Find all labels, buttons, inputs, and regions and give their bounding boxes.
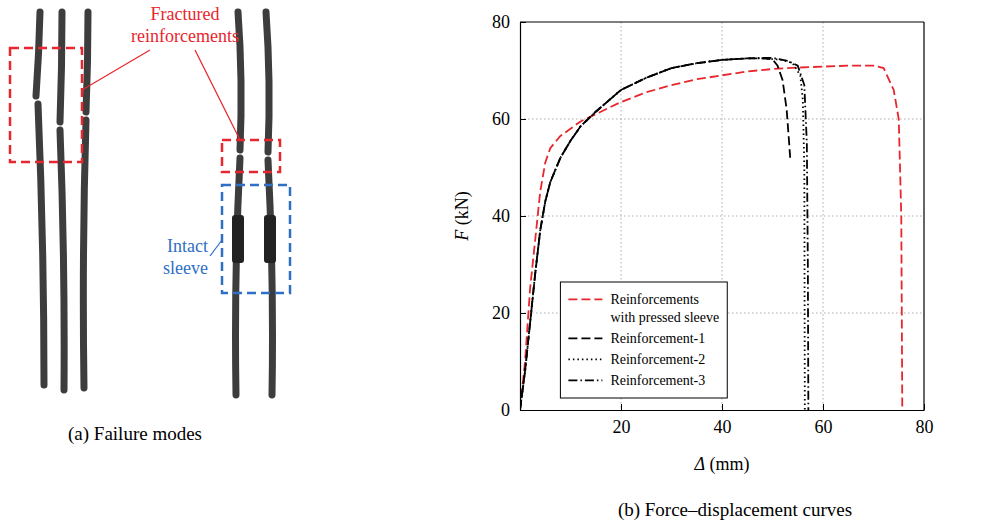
- caption: (b) Force–displacement curves: [618, 499, 852, 521]
- legend-swatch: [568, 337, 602, 339]
- tick-label: 40: [492, 206, 510, 226]
- tick-label: 40: [714, 417, 732, 437]
- annotation: Fracturedreinforcements: [131, 4, 239, 46]
- rebar: [60, 12, 62, 122]
- rebar: [236, 158, 241, 395]
- caption: (a) Failure modes: [68, 423, 202, 445]
- tick-mark: [520, 119, 526, 120]
- highlight-box: [222, 185, 290, 293]
- tick-mark: [520, 313, 526, 314]
- tick-mark: [823, 404, 824, 410]
- lines: [520, 58, 902, 410]
- rebar: [36, 12, 40, 96]
- leader-line: [210, 240, 222, 256]
- highlight-box: [222, 140, 280, 172]
- highlight-box: [10, 48, 82, 162]
- grid-line: [823, 22, 824, 410]
- leader-line: [82, 50, 150, 90]
- sleeve: [232, 215, 244, 263]
- tick-label: 80: [492, 12, 510, 32]
- tick-mark: [621, 404, 622, 410]
- rebar: [38, 104, 44, 385]
- series-line: [520, 58, 805, 410]
- sleeve: [264, 215, 276, 263]
- rebar: [268, 160, 273, 395]
- series-line: [520, 58, 790, 410]
- legend-label: Reinforcementswith pressed sleeve: [610, 292, 719, 325]
- legend-label: Reinforcement-2: [610, 352, 705, 367]
- series-line: [520, 58, 808, 410]
- axis-title: F (kN): [452, 191, 473, 242]
- frame: [923, 22, 924, 410]
- rebar: [86, 12, 88, 112]
- panel-a: Fracturedreinforcements Intactsleeve (a) F…: [10, 4, 290, 445]
- annotation: Intactsleeve: [163, 236, 208, 278]
- grid: [520, 22, 924, 410]
- grid-line: [520, 119, 924, 120]
- tick: 60: [815, 404, 833, 437]
- tick-label: 60: [492, 109, 510, 129]
- x-axis: 20 40 60 80: [521, 404, 934, 437]
- tick-label: 20: [613, 417, 631, 437]
- series-line: [520, 66, 902, 410]
- legend-box: [560, 282, 727, 398]
- tick: 40: [714, 404, 732, 437]
- axis-line: [521, 410, 925, 411]
- tick: 20: [613, 404, 631, 437]
- rebar: [60, 130, 64, 390]
- tick: 20: [492, 303, 526, 323]
- tick-mark: [520, 410, 526, 411]
- tick: 0: [501, 400, 526, 420]
- axis-title: Δ (mm): [693, 454, 749, 475]
- tick-label: 80: [916, 417, 934, 437]
- tick: 40: [492, 206, 526, 226]
- frame: [520, 21, 924, 22]
- rebar: [83, 120, 86, 388]
- y-axis: 0 20 40 60 80: [492, 12, 526, 420]
- grid-line: [520, 216, 924, 217]
- tick: 60: [492, 109, 526, 129]
- legend-swatch: [568, 298, 602, 300]
- legend-swatch: [568, 358, 602, 360]
- legend-label: Reinforcement-3: [610, 373, 705, 388]
- tick-label: 60: [815, 417, 833, 437]
- figure: Fracturedreinforcements Intactsleeve (a) F…: [0, 0, 990, 530]
- legend: Reinforcementswith pressed sleeve Reinfor…: [560, 282, 727, 398]
- tick-label: 20: [492, 303, 510, 323]
- tick-mark: [520, 216, 526, 217]
- legend-swatch: [568, 379, 602, 381]
- tick-mark: [722, 404, 723, 410]
- rebar: [266, 12, 269, 152]
- panel-b: 20 40 60 80 0 20 40 60 80 Δ (mm) F (kN) (b) Force–d…: [452, 12, 934, 521]
- tick-label: 0: [501, 400, 510, 420]
- leader-line: [195, 50, 240, 140]
- legend-label: Reinforcement-1: [610, 331, 705, 346]
